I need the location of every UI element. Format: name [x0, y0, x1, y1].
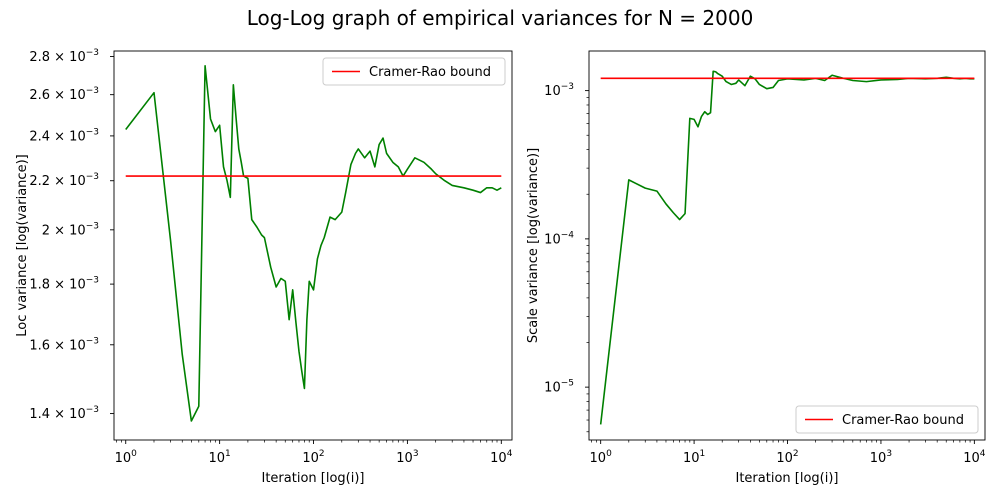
variance-series-line	[599, 70, 975, 425]
chart-panel-1: 100 101 102 103 104 1.4 × 10−3 1.6 × 10−3 1.8 ×…	[15, 48, 513, 486]
x-tick-label: 101	[683, 449, 705, 466]
x-tick-label: 100	[115, 449, 138, 466]
x-axis-label: Iteration [log(i)]	[736, 471, 839, 486]
axes-frame	[588, 50, 986, 441]
y-tick-label: 2.8 × 10−3	[29, 48, 99, 65]
legend: Cramer-Rao bound	[795, 405, 979, 434]
x-tick-label: 104	[963, 449, 986, 466]
y-axis-label: Scale variance [log(variance)]	[526, 148, 541, 343]
x-tick-label: 102	[302, 449, 324, 466]
y-tick-label: 10−4	[544, 230, 574, 247]
variance-series-line	[125, 64, 502, 422]
x-tick-label: 103	[396, 449, 418, 466]
legend-label: Cramer-Rao bound	[369, 65, 491, 80]
y-tick-label: 1.4 × 10−3	[29, 405, 99, 422]
x-axis-label: Iteration [log(i)]	[262, 471, 365, 486]
legend-box	[795, 405, 979, 434]
x-tick-label: 100	[590, 449, 613, 466]
x-tick-label: 102	[776, 449, 798, 466]
figure-title: Log-Log graph of empirical variances for…	[246, 6, 754, 30]
x-tick-label: 101	[208, 449, 230, 466]
y-tick-label: 2 × 10−3	[42, 221, 99, 238]
y-tick-label: 2.4 × 10−3	[29, 127, 99, 144]
legend: Cramer-Rao bound	[322, 57, 506, 86]
x-tick-label: 103	[870, 449, 892, 466]
y-tick-label: 1.6 × 10−3	[29, 336, 99, 353]
y-tick-label: 2.2 × 10−3	[29, 172, 99, 189]
x-tick-label: 104	[490, 449, 513, 466]
y-tick-label: 10−3	[544, 82, 574, 99]
legend-box	[322, 57, 506, 86]
y-axis-label: Loc variance [log(variance)]	[15, 154, 30, 336]
legend-label: Cramer-Rao bound	[842, 413, 964, 428]
axes-frame	[113, 50, 513, 441]
y-tick-label: 2.6 × 10−3	[29, 86, 99, 103]
chart-panel-2: 100 101 102 103 104 10−5 10−4 10−3 Iteration [lo…	[526, 50, 986, 486]
y-tick-label: 1.8 × 10−3	[29, 276, 99, 293]
y-tick-label: 10−5	[544, 379, 574, 396]
